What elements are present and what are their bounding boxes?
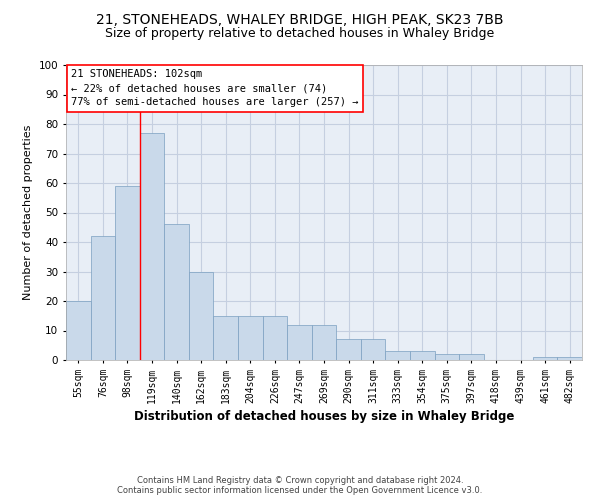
Bar	[238, 316, 263, 360]
Bar	[140, 133, 164, 360]
X-axis label: Distribution of detached houses by size in Whaley Bridge: Distribution of detached houses by size …	[134, 410, 514, 423]
Bar	[312, 324, 336, 360]
Bar	[361, 340, 385, 360]
Bar	[385, 351, 410, 360]
Text: 21 STONEHEADS: 102sqm
← 22% of detached houses are smaller (74)
77% of semi-deta: 21 STONEHEADS: 102sqm ← 22% of detached …	[71, 70, 359, 108]
Bar	[533, 357, 557, 360]
Bar	[164, 224, 189, 360]
Bar	[434, 354, 459, 360]
Bar	[189, 272, 214, 360]
Bar	[214, 316, 238, 360]
Text: 21, STONEHEADS, WHALEY BRIDGE, HIGH PEAK, SK23 7BB: 21, STONEHEADS, WHALEY BRIDGE, HIGH PEAK…	[96, 12, 504, 26]
Bar	[91, 236, 115, 360]
Bar	[557, 357, 582, 360]
Bar	[66, 301, 91, 360]
Text: Size of property relative to detached houses in Whaley Bridge: Size of property relative to detached ho…	[106, 28, 494, 40]
Bar	[410, 351, 434, 360]
Bar	[263, 316, 287, 360]
Bar	[336, 340, 361, 360]
Text: Contains HM Land Registry data © Crown copyright and database right 2024.
Contai: Contains HM Land Registry data © Crown c…	[118, 476, 482, 495]
Bar	[459, 354, 484, 360]
Bar	[287, 324, 312, 360]
Bar	[115, 186, 140, 360]
Y-axis label: Number of detached properties: Number of detached properties	[23, 125, 33, 300]
